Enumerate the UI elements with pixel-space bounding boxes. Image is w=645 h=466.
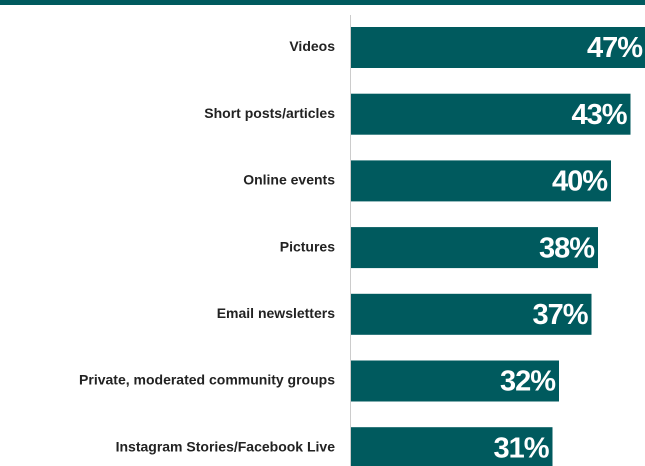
value-label: 43% [571,99,627,131]
bar [351,27,645,68]
bar [351,93,631,135]
value-label: 31% [493,432,549,464]
category-label: Instagram Stories/Facebook Live [116,438,336,454]
category-label: Online events [243,172,335,188]
category-label: Email newsletters [217,305,335,321]
bar [351,160,611,202]
category-label: Videos [289,38,335,54]
category-label: Pictures [280,238,335,254]
top-border [0,0,645,5]
value-label: 38% [539,232,595,264]
category-label: Short posts/articles [204,105,335,121]
value-label: 47% [587,32,643,64]
bar [351,293,592,335]
value-label: 40% [552,166,608,198]
bar [351,427,553,466]
category-label: Private, moderated community groups [79,372,335,388]
value-label: 32% [500,366,556,398]
value-label: 37% [532,299,588,331]
bar [351,227,598,269]
bar [351,360,559,402]
